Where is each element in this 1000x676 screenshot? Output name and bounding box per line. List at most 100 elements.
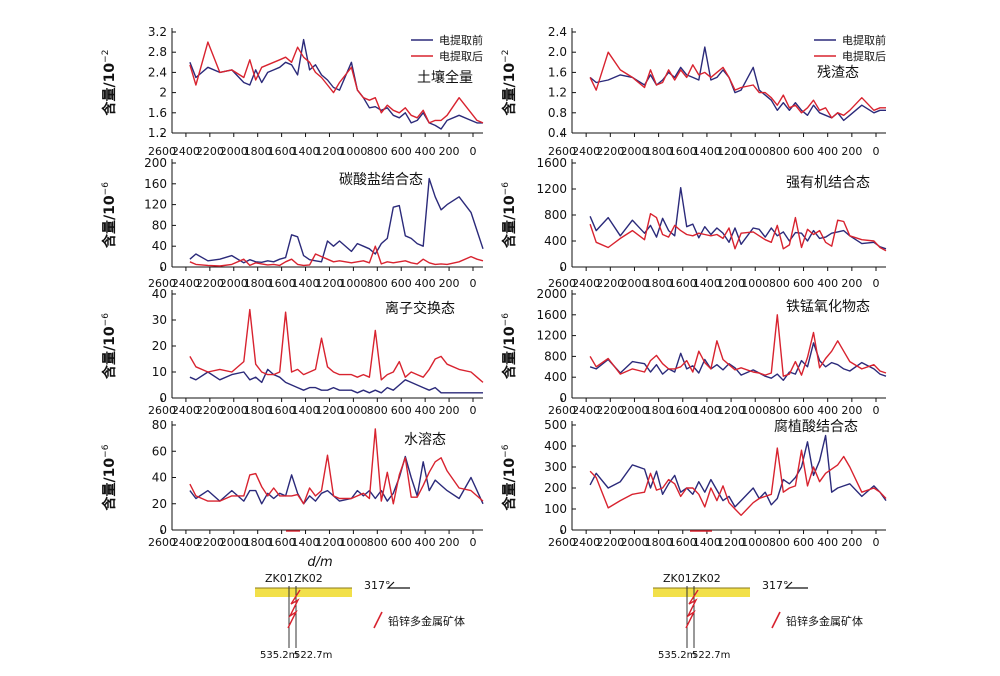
y-tick-label: 400 bbox=[544, 370, 567, 384]
y-tick-label: 100 bbox=[544, 502, 567, 516]
chart-panel-6: 0400800120016002000260024002200200018001… bbox=[501, 287, 887, 417]
y-tick-label: 500 bbox=[544, 418, 567, 432]
y-axis-label: 含量/10−6 bbox=[101, 313, 118, 379]
x-tick-label: 1200 bbox=[717, 404, 745, 417]
x-tick-label: 0 bbox=[873, 404, 880, 417]
y-tick-label: 0 bbox=[559, 260, 567, 274]
y-axis-label-exponent: −6 bbox=[101, 444, 111, 458]
panel-title: 土壤全量 bbox=[417, 69, 473, 86]
y-tick-label: 0 bbox=[159, 523, 167, 537]
x-tick-label: 600 bbox=[793, 536, 814, 549]
x-tick-label: 2600 bbox=[148, 277, 176, 290]
panel-title: 强有机结合态 bbox=[786, 175, 870, 191]
x-tick-label: 400 bbox=[415, 536, 436, 549]
y-tick-label: 60 bbox=[152, 444, 167, 458]
x-tick-label: 800 bbox=[367, 277, 388, 290]
x-tick-label: 600 bbox=[391, 145, 412, 158]
series-line-after bbox=[189, 245, 484, 267]
x-tick-label: 0 bbox=[470, 145, 477, 158]
y-tick-label: 80 bbox=[152, 218, 167, 232]
x-tick-label: 400 bbox=[817, 536, 838, 549]
x-tick-label: 400 bbox=[415, 145, 436, 158]
sediment-layer bbox=[255, 588, 352, 597]
panel-title: 铁锰氧化物态 bbox=[786, 299, 870, 315]
x-tick-label: 2400 bbox=[572, 404, 600, 417]
x-tick-label: 1600 bbox=[669, 536, 697, 549]
y-axis-label-exponent: −6 bbox=[501, 313, 511, 327]
x-tick-label: 200 bbox=[841, 404, 862, 417]
x-tick-label: 2000 bbox=[220, 145, 248, 158]
x-tick-label: 1800 bbox=[244, 404, 272, 417]
x-tick-label: 1000 bbox=[339, 277, 367, 290]
sediment-layer bbox=[653, 588, 750, 597]
y-tick-label: 1200 bbox=[536, 182, 567, 196]
chart-panel-8: 0100200300400500260024002200200018001600… bbox=[501, 418, 887, 549]
y-axis-label-text: 含量/10 bbox=[101, 195, 118, 248]
x-tick-label: 2400 bbox=[572, 145, 600, 158]
x-tick-label: 1000 bbox=[741, 536, 769, 549]
ore-legend-label: 铅锌多金属矿体 bbox=[388, 614, 465, 628]
x-tick-label: 0 bbox=[470, 536, 477, 549]
y-tick-label: 40 bbox=[152, 239, 167, 253]
y-axis-label-text: 含量/10 bbox=[101, 458, 118, 511]
x-tick-label: 200 bbox=[439, 404, 460, 417]
azimuth-label: 317° bbox=[762, 579, 789, 592]
x-tick-label: 200 bbox=[841, 536, 862, 549]
x-tick-label: 1600 bbox=[268, 145, 296, 158]
y-axis-label-text: 含量/10 bbox=[101, 326, 118, 379]
x-tick-label: 1800 bbox=[645, 277, 673, 290]
x-tick-label: 2600 bbox=[148, 536, 176, 549]
series-line-after bbox=[189, 308, 484, 383]
y-tick-label: 120 bbox=[144, 198, 167, 212]
x-tick-label: 600 bbox=[391, 536, 412, 549]
y-tick-label: 1.2 bbox=[548, 86, 567, 100]
legend-label-after: 电提取后 bbox=[439, 50, 483, 63]
x-tick-label: 2400 bbox=[172, 404, 200, 417]
y-tick-label: 0 bbox=[159, 260, 167, 274]
x-tick-label: 2200 bbox=[596, 536, 624, 549]
y-tick-label: 40 bbox=[152, 287, 167, 301]
y-axis-label: 含量/10−2 bbox=[101, 50, 118, 116]
legend-label-after: 电提取后 bbox=[842, 50, 886, 63]
x-tick-label: 2600 bbox=[548, 536, 576, 549]
y-axis-label-text: 含量/10 bbox=[501, 63, 518, 116]
x-tick-label: 1000 bbox=[339, 145, 367, 158]
drill-label-b: ZK02 bbox=[294, 572, 323, 585]
x-tick-label: 1200 bbox=[315, 404, 343, 417]
x-tick-label: 200 bbox=[841, 145, 862, 158]
x-tick-label: 2200 bbox=[196, 277, 224, 290]
depth-label-b: 522.7m bbox=[294, 650, 332, 661]
x-tick-label: 2200 bbox=[596, 404, 624, 417]
x-tick-label: 2200 bbox=[596, 145, 624, 158]
x-tick-label: 1800 bbox=[645, 404, 673, 417]
x-tick-label: 400 bbox=[817, 145, 838, 158]
series-line-before bbox=[189, 455, 484, 505]
chart-panel-3: 0408012016020026002400220020001800160014… bbox=[101, 156, 484, 290]
y-tick-label: 1.6 bbox=[548, 65, 567, 79]
y-tick-label: 2 bbox=[159, 86, 167, 100]
x-tick-label: 2000 bbox=[220, 536, 248, 549]
x-tick-label: 800 bbox=[367, 536, 388, 549]
x-tick-label: 2600 bbox=[548, 145, 576, 158]
x-tick-label: 1800 bbox=[645, 145, 673, 158]
y-tick-label: 30 bbox=[152, 313, 167, 327]
x-tick-label: 2000 bbox=[620, 277, 648, 290]
legend-label-before: 电提取前 bbox=[439, 33, 483, 47]
x-tick-label: 2000 bbox=[220, 277, 248, 290]
chart-panel-5: 0102030402600240022002000180016001400120… bbox=[101, 287, 484, 417]
depth-label-a: 535.2m bbox=[658, 650, 696, 661]
y-tick-label: 1.2 bbox=[148, 126, 167, 140]
y-tick-label: 2.4 bbox=[548, 25, 567, 39]
x-tick-label: 1200 bbox=[315, 536, 343, 549]
series-line-before bbox=[589, 434, 887, 508]
x-tick-label: 1600 bbox=[669, 404, 697, 417]
y-axis-label-exponent: −6 bbox=[501, 182, 511, 196]
x-tick-label: 0 bbox=[873, 536, 880, 549]
x-tick-label: 200 bbox=[439, 277, 460, 290]
drill-label-b: ZK02 bbox=[692, 572, 721, 585]
ore-body bbox=[685, 589, 699, 629]
y-axis-label: 含量/10−2 bbox=[501, 50, 518, 116]
y-tick-label: 1200 bbox=[536, 329, 567, 343]
x-tick-label: 800 bbox=[769, 536, 790, 549]
